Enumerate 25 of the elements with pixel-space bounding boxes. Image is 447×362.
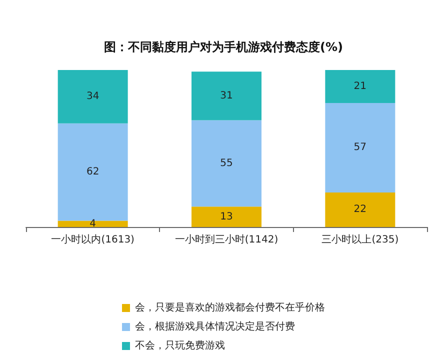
data-label: 22 [354,204,367,216]
bar [58,220,128,227]
x-tick-label: 一小时到三小时(1142) [174,234,278,246]
bar [192,206,262,227]
data-label: 13 [220,211,233,222]
bar [325,70,396,103]
legend-label: 会，根据游戏具体情况决定是否付费 [135,320,295,332]
data-label: 57 [354,142,367,154]
legend-label: 不会，只玩免费游戏 [135,340,225,352]
bar [192,120,262,207]
data-label: 55 [220,158,233,169]
bar [325,102,396,192]
legend-label: 会，只要是喜欢的游戏都会付费不在乎价格 [135,302,325,314]
x-tick-label: 一小时以内(1613) [51,234,135,246]
data-label: 4 [90,218,96,230]
bar [325,192,396,227]
bar [58,70,128,124]
data-label: 62 [86,166,100,178]
bar [58,123,128,221]
data-label: 21 [354,80,367,92]
bar [192,72,262,120]
x-tick-label: 三小时以上(235) [322,234,399,246]
data-label: 34 [86,91,100,102]
data-label: 31 [220,90,233,102]
chart-title: 图：不同黏度用户对为手机游戏付费态度(%) [104,40,343,54]
